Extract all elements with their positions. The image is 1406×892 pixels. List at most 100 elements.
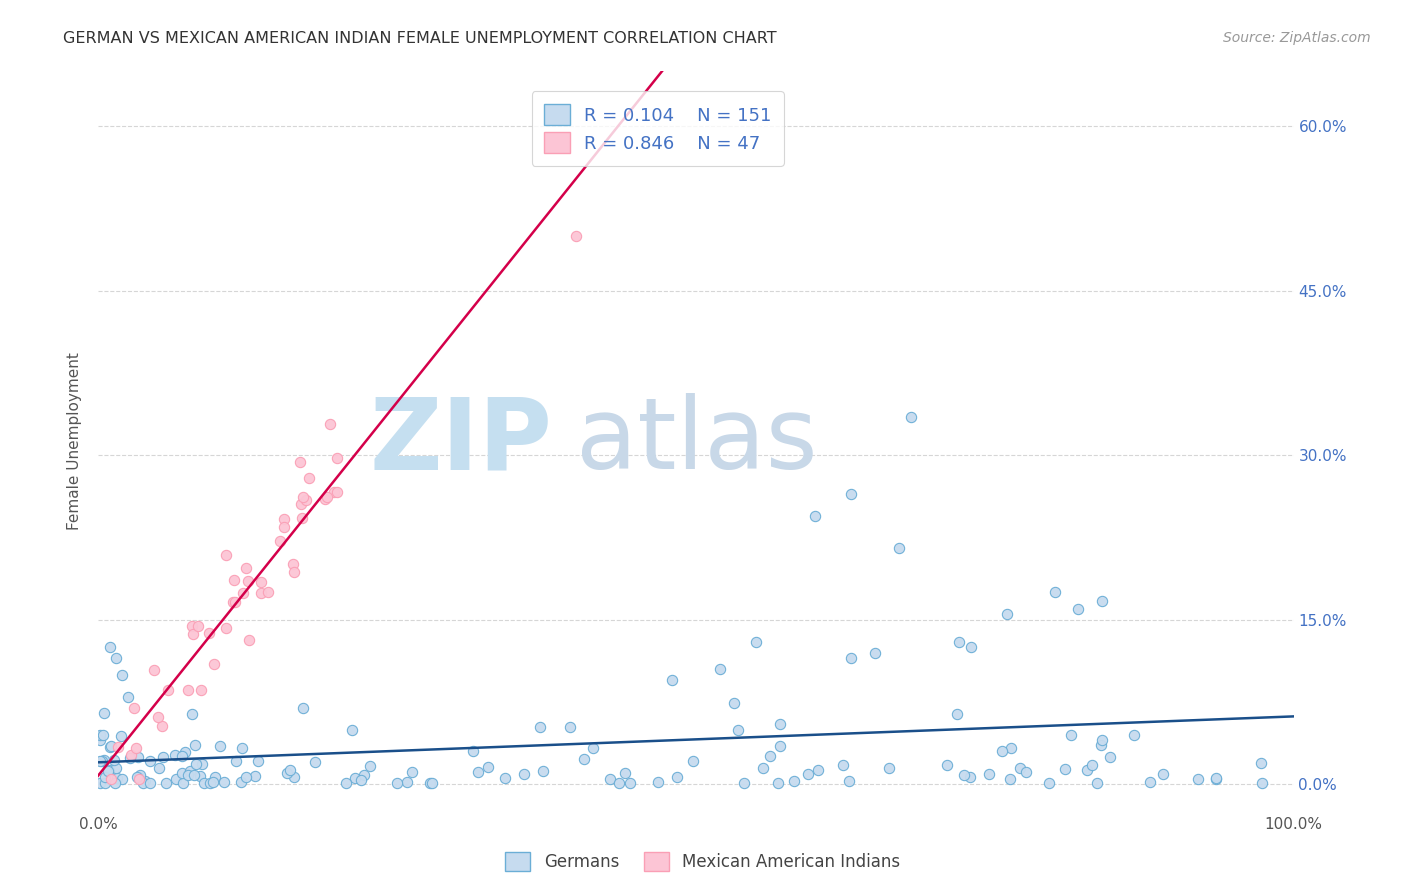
Point <box>201 775 224 789</box>
Point <box>661 673 683 687</box>
Point <box>104 761 127 775</box>
Point <box>225 754 247 768</box>
Point <box>572 752 595 766</box>
Point <box>759 748 782 763</box>
Point <box>513 767 536 781</box>
Point <box>727 723 749 738</box>
Point <box>1060 728 1083 742</box>
Text: ZIP: ZIP <box>370 393 553 490</box>
Point <box>283 558 305 572</box>
Point <box>666 770 689 784</box>
Point <box>463 744 485 758</box>
Point <box>238 633 260 648</box>
Point <box>105 771 128 785</box>
Point <box>104 776 127 790</box>
Point <box>198 776 221 790</box>
Point <box>387 776 409 790</box>
Point <box>1038 776 1060 790</box>
Point <box>111 772 134 786</box>
Point <box>181 619 204 633</box>
Point <box>232 586 254 600</box>
Point <box>155 775 177 789</box>
Point <box>165 772 187 786</box>
Point <box>172 775 194 789</box>
Point <box>148 761 170 775</box>
Point <box>1000 741 1022 756</box>
Point <box>89 728 111 742</box>
Point <box>420 776 443 790</box>
Point <box>419 775 441 789</box>
Point <box>494 771 516 785</box>
Point <box>531 764 554 778</box>
Point <box>128 772 150 786</box>
Point <box>129 768 152 782</box>
Point <box>1187 772 1209 786</box>
Point <box>807 763 830 777</box>
Point <box>120 747 142 762</box>
Point <box>204 770 226 784</box>
Legend: R = 0.104    N = 151, R = 0.846    N = 47: R = 0.104 N = 151, R = 0.846 N = 47 <box>531 92 785 166</box>
Point <box>291 700 314 714</box>
Point <box>467 765 489 780</box>
Point <box>1205 771 1227 785</box>
Point <box>250 586 273 600</box>
Point <box>273 520 295 534</box>
Point <box>682 755 704 769</box>
Point <box>89 733 111 747</box>
Point <box>105 651 128 665</box>
Point <box>752 761 775 775</box>
Point <box>111 667 134 681</box>
Point <box>157 682 180 697</box>
Point <box>946 706 969 721</box>
Point <box>214 549 236 563</box>
Point <box>100 740 122 755</box>
Text: Source: ZipAtlas.com: Source: ZipAtlas.com <box>1223 31 1371 45</box>
Point <box>315 490 337 504</box>
Point <box>139 776 162 790</box>
Point <box>127 750 149 764</box>
Point <box>1043 585 1066 599</box>
Point <box>94 776 117 790</box>
Point <box>181 707 204 722</box>
Point <box>235 561 257 575</box>
Point <box>198 626 221 640</box>
Point <box>229 774 252 789</box>
Point <box>709 662 731 676</box>
Point <box>804 508 827 523</box>
Point <box>832 758 855 772</box>
Point <box>1085 776 1108 790</box>
Point <box>214 621 236 635</box>
Point <box>1098 749 1121 764</box>
Point <box>183 768 205 782</box>
Point <box>797 767 820 781</box>
Point <box>177 682 200 697</box>
Point <box>953 768 976 782</box>
Point <box>165 748 187 763</box>
Point <box>782 774 804 789</box>
Point <box>118 751 141 765</box>
Point <box>94 770 117 784</box>
Point <box>139 755 162 769</box>
Point <box>1205 772 1227 786</box>
Point <box>769 717 792 731</box>
Point <box>349 773 371 788</box>
Point <box>134 774 156 789</box>
Point <box>288 455 311 469</box>
Point <box>960 640 983 655</box>
Point <box>110 729 132 743</box>
Point <box>613 766 636 780</box>
Point <box>1081 757 1104 772</box>
Point <box>733 776 755 790</box>
Point <box>841 486 863 500</box>
Point <box>607 776 630 790</box>
Point <box>222 595 245 609</box>
Y-axis label: Female Unemployment: Female Unemployment <box>67 352 83 531</box>
Point <box>342 723 364 737</box>
Point <box>98 640 122 655</box>
Point <box>222 573 245 587</box>
Point <box>1152 767 1174 781</box>
Point <box>326 450 349 465</box>
Point <box>959 770 981 784</box>
Point <box>995 607 1018 622</box>
Point <box>193 776 215 790</box>
